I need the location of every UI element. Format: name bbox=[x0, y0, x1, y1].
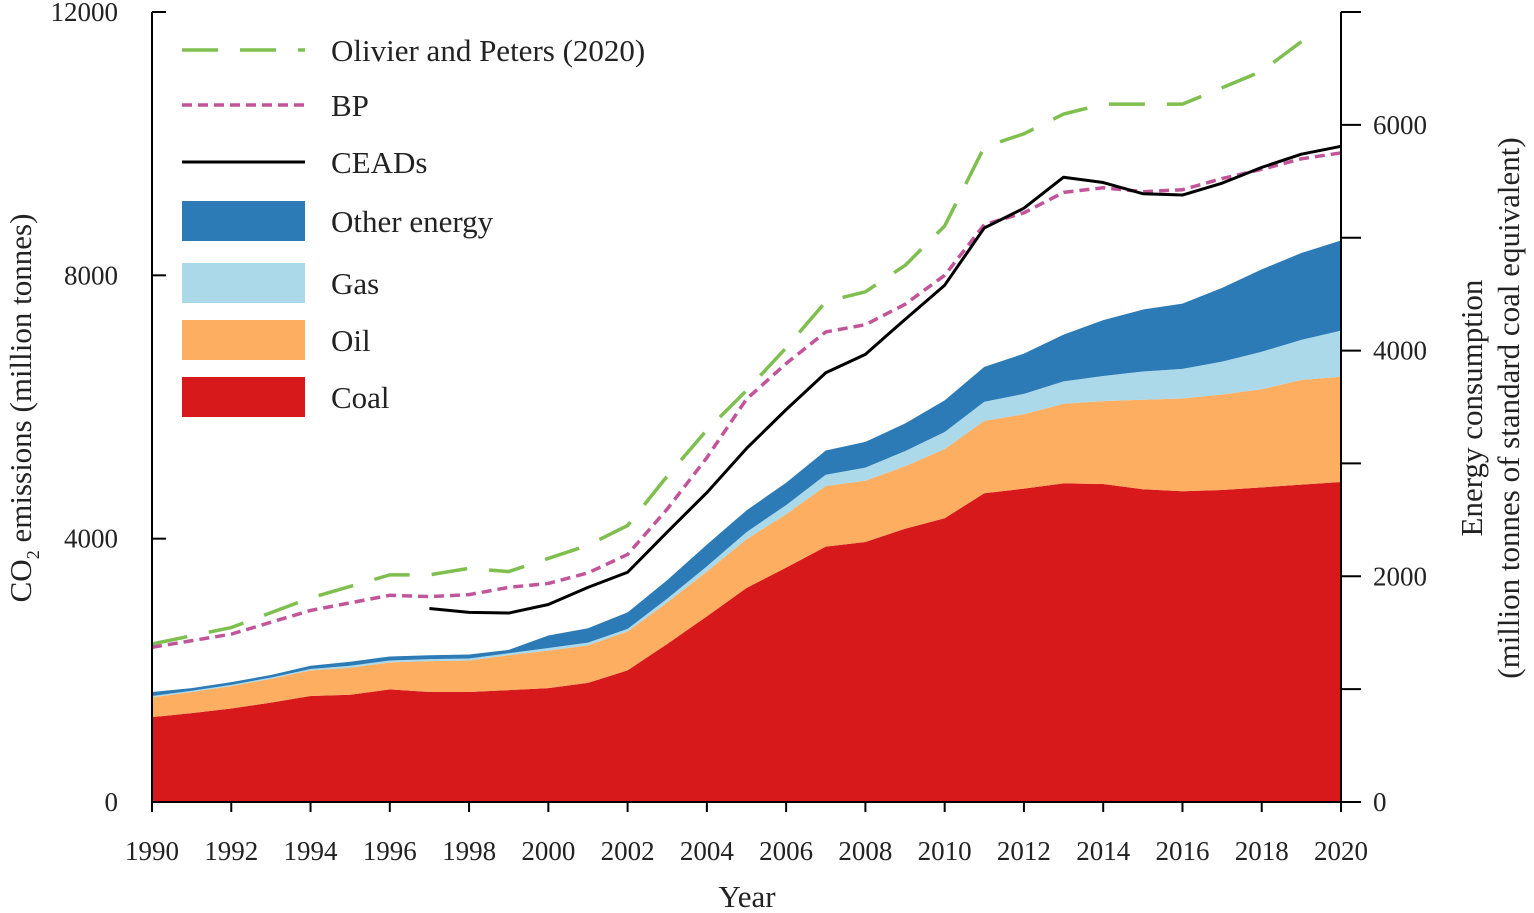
legend-swatch-gas bbox=[182, 263, 305, 303]
line-ceads bbox=[429, 144, 1342, 615]
legend-item-ceads: CEADs bbox=[182, 145, 427, 180]
legend-swatch-coal bbox=[182, 377, 305, 417]
y-tick-label: 4000 bbox=[64, 524, 118, 554]
x-tick-label: 1992 bbox=[204, 836, 258, 866]
tick-labels: 1990 1992 1994 1996 1998 2000 2002 2004 2006 2008… bbox=[51, 0, 1428, 866]
legend-item-oil: Oil bbox=[182, 320, 371, 360]
y2-tick-label: 4000 bbox=[1373, 336, 1427, 366]
legend: Olivier and Peters (2020) BP CEADs Other en… bbox=[182, 33, 645, 417]
legend-label: Other energy bbox=[331, 204, 494, 239]
x-tick-label: 2006 bbox=[759, 836, 813, 866]
legend-swatch-other-energy bbox=[182, 201, 305, 241]
legend-label: Oil bbox=[331, 323, 371, 358]
x-tick-label: 2018 bbox=[1235, 836, 1289, 866]
area-coal bbox=[152, 482, 1341, 802]
x-tick-label: 2010 bbox=[918, 836, 972, 866]
y2-axis-title-line1: Energy consumption bbox=[1454, 279, 1489, 536]
legend-label: Coal bbox=[331, 380, 390, 415]
area-other-energy bbox=[152, 240, 1341, 697]
area-oil bbox=[152, 376, 1341, 718]
x-tick-label: 2012 bbox=[997, 836, 1051, 866]
line-olivier-and-peters-2020 bbox=[151, 40, 1303, 646]
legend-item-other-energy: Other energy bbox=[182, 201, 494, 241]
line-bp bbox=[151, 151, 1342, 650]
area-gas bbox=[152, 330, 1341, 698]
x-tick-label: 2004 bbox=[680, 836, 735, 866]
x-tick-label: 1996 bbox=[363, 836, 417, 866]
y-tick-label: 8000 bbox=[64, 260, 118, 290]
x-tick-label: 2008 bbox=[838, 836, 892, 866]
x-tick-label: 2016 bbox=[1155, 836, 1209, 866]
y2-tick-label: 6000 bbox=[1373, 110, 1427, 140]
legend-label: BP bbox=[331, 88, 369, 123]
x-tick-label: 2002 bbox=[601, 836, 655, 866]
axes bbox=[151, 11, 1361, 812]
y2-tick-label: 0 bbox=[1373, 787, 1387, 817]
legend-item-gas: Gas bbox=[182, 263, 379, 303]
y2-tick-label: 2000 bbox=[1373, 561, 1427, 591]
y-tick-label: 12000 bbox=[51, 0, 119, 27]
x-tick-label: 1994 bbox=[284, 836, 339, 866]
legend-label: Gas bbox=[331, 266, 379, 301]
legend-swatch-oil bbox=[182, 320, 305, 360]
legend-item-coal: Coal bbox=[182, 377, 390, 417]
legend-item-olivier-and-peters-2020: Olivier and Peters (2020) bbox=[182, 33, 645, 68]
x-tick-label: 2020 bbox=[1314, 836, 1368, 866]
x-tick-label: 2000 bbox=[521, 836, 575, 866]
y-axis-title: CO2 emissions (million tonnes) bbox=[3, 214, 43, 603]
series-lines bbox=[151, 40, 1342, 650]
x-tick-label: 2014 bbox=[1076, 836, 1131, 866]
legend-item-bp: BP bbox=[182, 88, 369, 123]
x-axis-title: Year bbox=[718, 879, 776, 913]
y2-axis-title-line2: (million tonnes of standard coal equival… bbox=[1491, 137, 1526, 679]
x-tick-label: 1990 bbox=[125, 836, 179, 866]
y-tick-label: 0 bbox=[105, 787, 119, 817]
legend-label: Olivier and Peters (2020) bbox=[331, 33, 645, 68]
x-tick-label: 1998 bbox=[442, 836, 496, 866]
legend-label: CEADs bbox=[331, 145, 427, 180]
stacked-areas bbox=[152, 240, 1341, 802]
